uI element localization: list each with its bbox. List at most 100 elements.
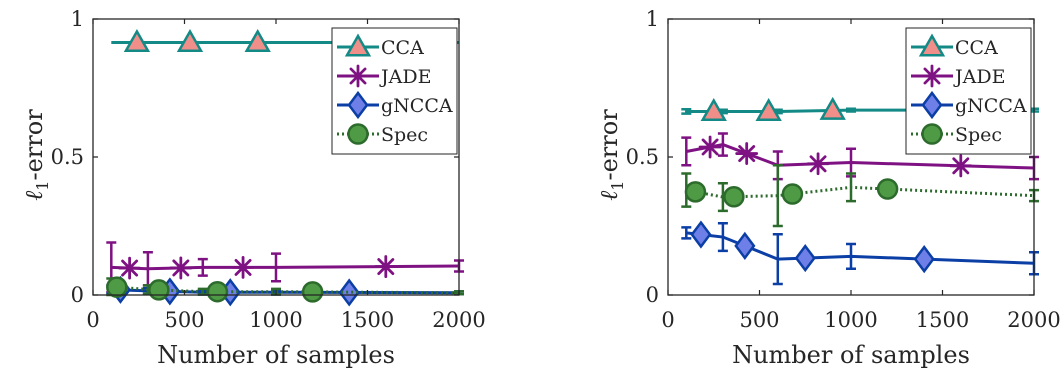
x-tick-label: 2000 (432, 308, 485, 332)
marker-JADE (231, 255, 255, 279)
legend: CCA JADE gNCCA Spec (331, 27, 458, 155)
legend-label: Spec (955, 124, 1002, 146)
marker-CCA (700, 97, 727, 121)
y-axis-label-main: ℓ (595, 191, 623, 201)
error-bar (772, 164, 783, 228)
x-axis-label: Number of samples (732, 341, 970, 369)
legend-item-CCA: CCA (911, 33, 998, 59)
marker-Spec (684, 181, 707, 203)
legend-marker-gNCCA (347, 90, 369, 120)
legend-item-Spec: Spec (911, 123, 1002, 146)
marker-CCA (244, 28, 271, 52)
error-bar (681, 226, 692, 240)
legend-item-JADE: JADE (911, 64, 1005, 88)
y-tick-label: 0 (71, 283, 84, 307)
legend-marker-gNCCA (921, 90, 943, 120)
marker-Spec (876, 178, 899, 200)
x-tick-label: 0 (661, 308, 674, 332)
error-bar (717, 221, 728, 253)
marker-gNCCA (913, 245, 935, 274)
marker-JADE (374, 255, 398, 278)
legend: CCA JADE gNCCA Spec (905, 27, 1032, 155)
series-Spec (106, 276, 464, 303)
x-tick-label: 0 (86, 308, 99, 332)
x-tick-label: 500 (164, 308, 204, 332)
marker-Spec (781, 183, 804, 205)
series-line-Spec (686, 185, 1035, 199)
legend-label: CCA (381, 37, 424, 59)
x-tick-label: 1000 (249, 308, 302, 332)
error-bar (717, 132, 728, 157)
series-line-JADE (111, 264, 460, 271)
legend-item-gNCCA: gNCCA (337, 90, 453, 120)
error-bar (846, 242, 856, 271)
series-gNCCA (681, 220, 1039, 286)
legend-marker-Spec (921, 123, 943, 145)
marker-JADE (169, 256, 193, 280)
marker-JADE (806, 152, 830, 176)
y-tick-label: 1 (71, 7, 84, 31)
legend-label: Spec (381, 124, 428, 146)
y-axis-label: ℓ1-error (595, 109, 627, 201)
y-axis-label-rest: -error (595, 109, 623, 181)
error-bar (846, 172, 856, 203)
marker-Spec (106, 276, 128, 298)
marker-gNCCA (734, 231, 756, 260)
legend-item-Spec: Spec (337, 123, 428, 146)
marker-JADE (949, 154, 973, 178)
marker-JADE (735, 142, 759, 165)
marker-gNCCA (338, 278, 360, 307)
y-axis-label: ℓ1-error (20, 109, 52, 201)
y-axis-label-main: ℓ (20, 191, 48, 201)
marker-CCA (755, 97, 782, 121)
marker-Spec (148, 279, 170, 301)
y-axis-label-rest: -error (20, 109, 48, 181)
marker-CCA (123, 28, 151, 52)
error-bar (681, 108, 692, 115)
legend-marker-Spec (347, 123, 369, 145)
marker-Spec (301, 281, 324, 303)
marker-CCA (819, 96, 846, 120)
x-tick-label: 2000 (1007, 308, 1060, 332)
y-tick-label: 0.5 (51, 145, 84, 169)
error-bar (197, 257, 208, 277)
legend-label: JADE (953, 66, 1005, 88)
marker-JADE (698, 135, 722, 159)
legend-marker-CCA (918, 33, 946, 57)
x-axis-label: Number of samples (157, 341, 395, 369)
marker-gNCCA (690, 220, 712, 249)
legend-marker-JADE (346, 64, 370, 88)
legend-marker-CCA (344, 33, 372, 57)
legend-label: CCA (955, 37, 998, 59)
x-tick-label: 500 (739, 308, 779, 332)
y-tick-label: 1 (646, 7, 659, 31)
marker-Spec (206, 280, 229, 303)
legend-marker-JADE (920, 64, 944, 88)
y-tick-label: 0.5 (626, 145, 659, 169)
y-axis-label-sub: 1 (608, 181, 627, 191)
error-bar (717, 181, 728, 213)
error-bar (846, 107, 856, 113)
marker-CCA (176, 28, 204, 52)
marker-gNCCA (794, 244, 816, 273)
error-bar (681, 136, 692, 167)
error-bar (772, 233, 783, 286)
legend-label: JADE (379, 66, 431, 88)
x-tick-label: 1500 (341, 308, 394, 332)
marker-JADE (118, 256, 141, 280)
y-axis-label-sub: 1 (33, 181, 52, 191)
legend-label: gNCCA (955, 95, 1027, 117)
x-tick-label: 1500 (916, 308, 969, 332)
series-Spec (681, 164, 1039, 228)
error-bar (271, 252, 281, 283)
legend-item-CCA: CCA (337, 33, 424, 59)
x-tick-label: 1000 (824, 308, 877, 332)
legend-label: gNCCA (381, 95, 453, 117)
y-tick-label: 0 (646, 283, 659, 307)
legend-item-gNCCA: gNCCA (911, 90, 1027, 120)
legend-item-JADE: JADE (337, 64, 431, 88)
